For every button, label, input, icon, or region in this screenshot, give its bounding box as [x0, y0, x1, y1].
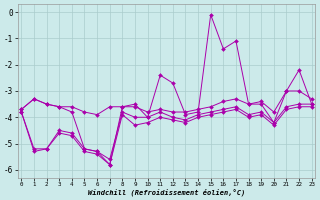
X-axis label: Windchill (Refroidissement éolien,°C): Windchill (Refroidissement éolien,°C) [88, 188, 245, 196]
